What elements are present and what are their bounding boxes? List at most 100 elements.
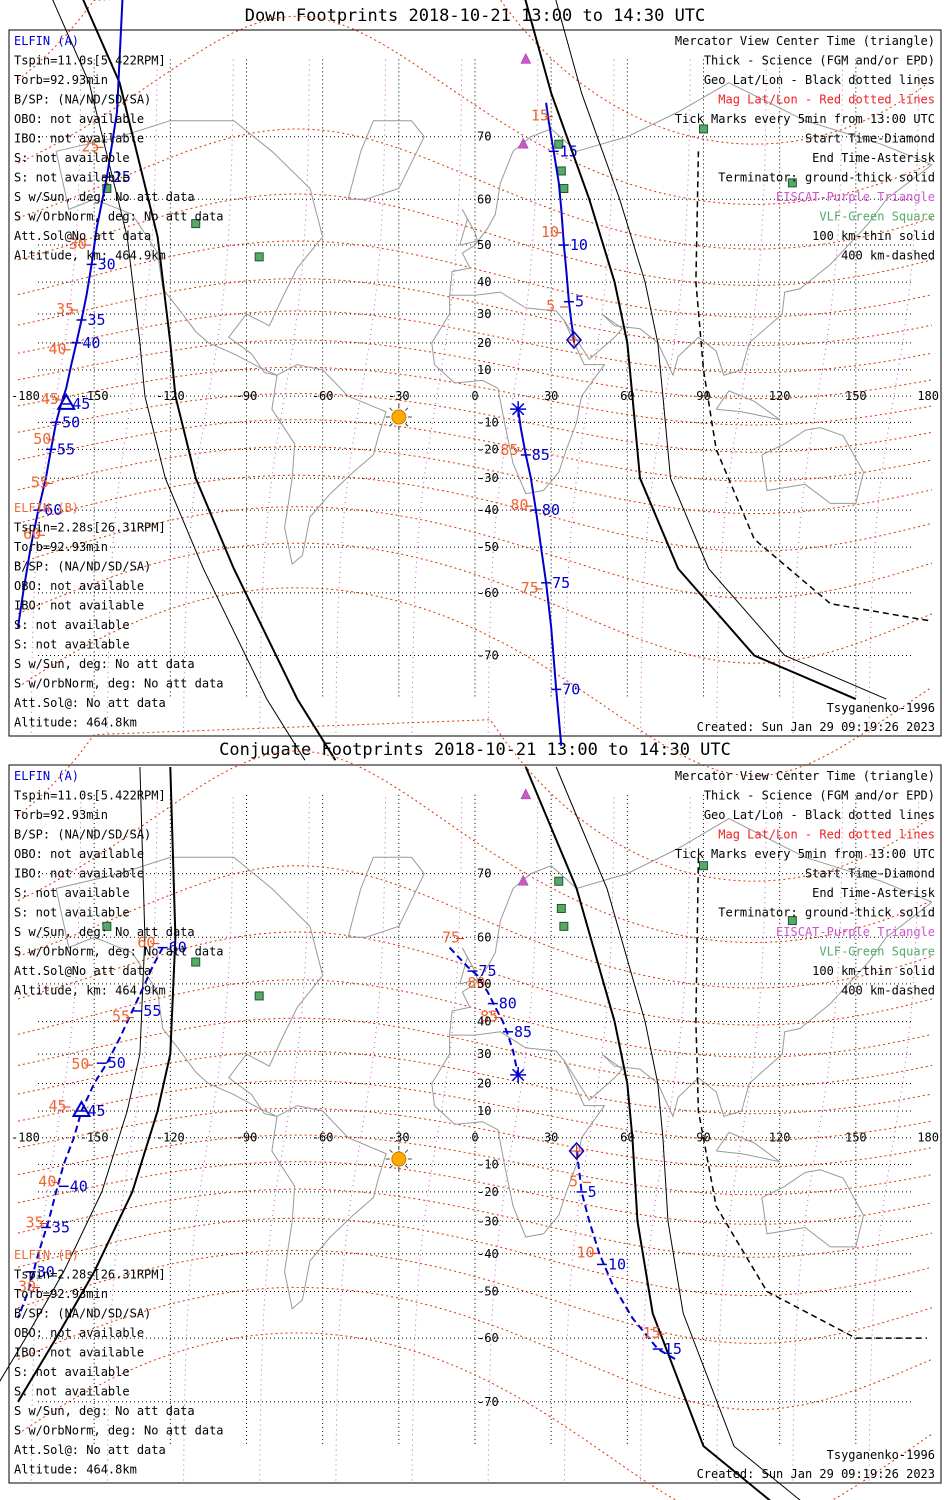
elfin-b-info-line: S w/OrbNorm, deg: No att data bbox=[14, 677, 224, 691]
elfin-b-info-line: Att.Sol@: No att data bbox=[14, 696, 166, 710]
y-tick-label: 40 bbox=[477, 1015, 491, 1029]
y-tick-label: -30 bbox=[477, 1214, 499, 1228]
terminator-100km-line bbox=[0, 766, 146, 1382]
y-tick-label: 20 bbox=[477, 1076, 491, 1090]
terminator-ground-line bbox=[82, 0, 337, 761]
y-tick-label: -50 bbox=[477, 1284, 499, 1298]
track-tick-label: 15 bbox=[560, 142, 578, 160]
y-tick-label: -30 bbox=[477, 471, 499, 485]
mag-parallel bbox=[17, 1134, 933, 1196]
legend-entry: Mag Lat/Lon - Red dotted lines bbox=[718, 828, 935, 842]
x-tick-label: -150 bbox=[80, 1131, 109, 1145]
track-tick-label: 10 bbox=[608, 1255, 626, 1273]
elfin-b-title: ELFIN (B) bbox=[14, 1248, 79, 1262]
sun-ray bbox=[404, 1149, 409, 1154]
elfin-a-info-line: Tspin=11.0s[5.422RPM] bbox=[14, 789, 166, 803]
mag-parallel bbox=[17, 392, 933, 453]
orbit-track bbox=[517, 409, 563, 746]
x-tick-label: 0 bbox=[471, 389, 478, 403]
elfin-b-info-line: Torb=92.93min bbox=[14, 1287, 108, 1301]
track-tick-label: 30 bbox=[98, 255, 116, 273]
end-asterisk-icon bbox=[511, 402, 525, 416]
elfin-b-info-line: OBO: not available bbox=[14, 579, 144, 593]
x-tick-label: -60 bbox=[312, 389, 334, 403]
y-tick-label: 70 bbox=[477, 867, 491, 881]
legend-entry: Start Time-Diamond bbox=[805, 867, 935, 881]
elfin-b-info-line: B/SP: (NA/ND/SD/SA) bbox=[14, 560, 151, 574]
mag-tick-label: 85 bbox=[480, 1008, 498, 1026]
coastline bbox=[715, 390, 780, 421]
elfin-b-info-line: S w/Sun, deg: No att data bbox=[14, 657, 195, 671]
model-label: Tsyganenko-1996 bbox=[827, 701, 935, 715]
elfin-a-info-line: Altitude, km: 464.9km bbox=[14, 249, 166, 263]
mag-parallel bbox=[17, 310, 933, 373]
x-tick-label: -180 bbox=[11, 1131, 40, 1145]
vlf-square-icon bbox=[559, 921, 569, 931]
x-tick-label: 0 bbox=[471, 1131, 478, 1145]
elfin-a-info-line: S w/Sun, deg: No att data bbox=[14, 190, 195, 204]
model-label: Tsyganenko-1996 bbox=[827, 1448, 935, 1462]
mag-tick-label: 50 bbox=[33, 430, 51, 448]
track-tick-label: 80 bbox=[499, 995, 517, 1013]
mag-parallel bbox=[17, 1249, 933, 1344]
y-tick-label: -70 bbox=[477, 648, 499, 662]
created-label: Created: Sun Jan 29 09:19:26 2023 bbox=[697, 1467, 935, 1481]
mag-parallel bbox=[17, 446, 933, 514]
mag-meridian bbox=[335, 794, 387, 1481]
vlf-square-icon bbox=[556, 166, 566, 176]
mag-tick-label: 15 bbox=[531, 107, 549, 125]
terminator-400km-line bbox=[695, 857, 927, 1339]
y-tick-label: -70 bbox=[477, 1395, 499, 1409]
legend-entry: 100 km-thin solid bbox=[812, 964, 935, 978]
vlf-square-icon bbox=[554, 139, 564, 149]
sun-icon bbox=[391, 409, 407, 425]
y-tick-label: 10 bbox=[477, 363, 491, 377]
x-tick-label: -120 bbox=[156, 389, 185, 403]
chart-panel-1: 6055504540353075808551015758085510156055… bbox=[0, 719, 942, 1500]
track-tick-label: 50 bbox=[108, 1054, 126, 1072]
mag-meridian bbox=[487, 794, 539, 1481]
mag-meridian bbox=[563, 794, 615, 1481]
bottom-chart-title: Conjugate Footprints 2018-10-21 13:00 to… bbox=[219, 740, 731, 760]
eiscat-triangle-icon bbox=[520, 52, 532, 64]
legend-entry: Start Time-Diamond bbox=[805, 132, 935, 146]
mag-tick-label: 40 bbox=[48, 340, 66, 358]
coastline bbox=[459, 947, 479, 985]
y-tick-label: -40 bbox=[477, 503, 499, 517]
legend-entry: 400 km-dashed bbox=[841, 249, 935, 263]
elfin-a-info-line: B/SP: (NA/ND/SD/SA) bbox=[14, 828, 151, 842]
mag-parallel bbox=[17, 931, 933, 1026]
terminator-100km-line bbox=[52, 0, 306, 761]
coastline bbox=[761, 1169, 865, 1248]
elfin-b-info-line: S w/Sun, deg: No att data bbox=[14, 1404, 195, 1418]
sun-ray bbox=[404, 423, 409, 427]
track-tick-label: 60 bbox=[44, 501, 62, 519]
coastline bbox=[271, 1105, 387, 1310]
coastline bbox=[55, 120, 324, 376]
track-tick-label: 15 bbox=[664, 1340, 682, 1358]
legend-entry: Tick Marks every 5min from 13:00 UTC bbox=[675, 112, 935, 126]
vlf-square-icon bbox=[191, 957, 201, 967]
vlf-square-icon bbox=[191, 219, 201, 229]
mag-parallel bbox=[17, 366, 933, 426]
elfin-a-info-line: Torb=92.93min bbox=[14, 808, 108, 822]
legend-entry: Mercator View Center Time (triangle) bbox=[675, 34, 935, 48]
mag-meridian bbox=[716, 794, 767, 1481]
x-tick-label: 150 bbox=[845, 389, 867, 403]
track-tick-label: 10 bbox=[570, 236, 588, 254]
mag-tick-label: 45 bbox=[48, 1097, 66, 1115]
y-tick-label: 60 bbox=[477, 192, 491, 206]
elfin-a-info-line: S: not available bbox=[14, 886, 130, 900]
mag-tick-label: 10 bbox=[541, 223, 559, 241]
elfin-a-info-line: S w/OrbNorm, deg: No att data bbox=[14, 210, 224, 224]
elfin-b-info-line: OBO: not available bbox=[14, 1326, 144, 1340]
x-tick-label: -90 bbox=[236, 1131, 258, 1145]
plot-frame bbox=[8, 29, 942, 737]
vlf-square-icon bbox=[556, 903, 566, 913]
mag-parallel bbox=[17, 1017, 933, 1087]
start-diamond-icon bbox=[568, 1141, 585, 1161]
center-time-triangle-icon bbox=[56, 392, 76, 410]
y-tick-label: 40 bbox=[477, 275, 491, 289]
chart-panel-0: 2530354045505560151058580757015105858075… bbox=[8, 0, 942, 777]
x-tick-label: -30 bbox=[388, 389, 410, 403]
